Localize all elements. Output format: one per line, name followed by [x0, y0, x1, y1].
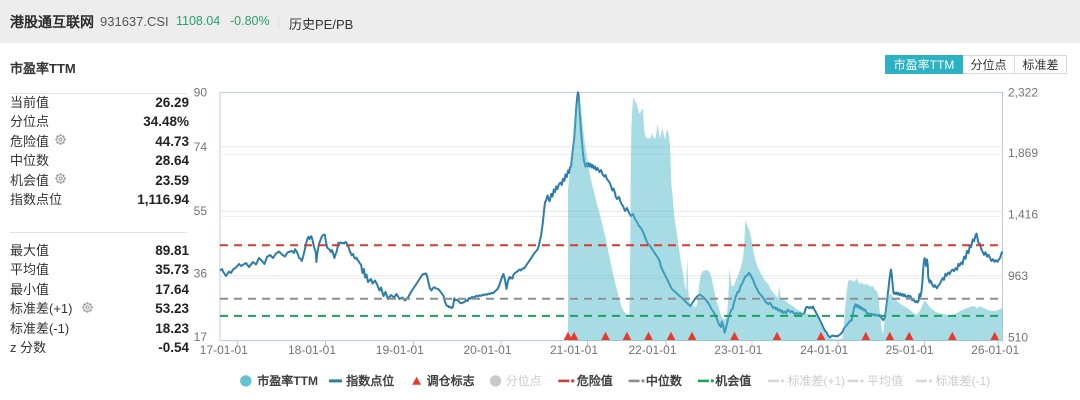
svg-text:标准差(-1): 标准差(-1)	[936, 374, 991, 388]
svg-text:指数点位: 指数点位	[346, 373, 394, 388]
svg-text:90: 90	[194, 85, 208, 99]
svg-text:26-01-01: 26-01-01	[971, 343, 1019, 357]
svg-text:中位数: 中位数	[646, 373, 683, 388]
svg-text:24-01-01: 24-01-01	[800, 343, 848, 357]
svg-text:74: 74	[194, 140, 208, 154]
svg-text:1,869: 1,869	[1008, 146, 1038, 160]
svg-text:19-01-01: 19-01-01	[376, 343, 424, 357]
svg-text:510: 510	[1008, 331, 1028, 345]
svg-text:23-01-01: 23-01-01	[714, 343, 762, 357]
svg-text:危险值: 危险值	[576, 373, 613, 388]
svg-text:17-01-01: 17-01-01	[200, 343, 248, 357]
svg-text:36: 36	[194, 267, 208, 281]
svg-text:市盈率TTM: 市盈率TTM	[257, 373, 318, 388]
svg-text:17: 17	[194, 330, 208, 344]
svg-text:22-01-01: 22-01-01	[628, 343, 676, 357]
svg-text:55: 55	[194, 204, 208, 218]
svg-text:机会值: 机会值	[715, 373, 751, 388]
svg-text:2,322: 2,322	[1008, 86, 1038, 100]
svg-text:标准差(+1): 标准差(+1)	[788, 374, 846, 388]
svg-text:平均值: 平均值	[867, 373, 903, 388]
svg-text:25-01-01: 25-01-01	[886, 343, 934, 357]
svg-text:调仓标志: 调仓标志	[427, 373, 475, 388]
svg-text:963: 963	[1008, 269, 1028, 283]
svg-text:18-01-01: 18-01-01	[288, 343, 336, 357]
svg-text:1,416: 1,416	[1008, 208, 1038, 222]
svg-text:分位点: 分位点	[506, 373, 542, 388]
svg-text:21-01-01: 21-01-01	[550, 343, 598, 357]
svg-text:20-01-01: 20-01-01	[463, 343, 511, 357]
